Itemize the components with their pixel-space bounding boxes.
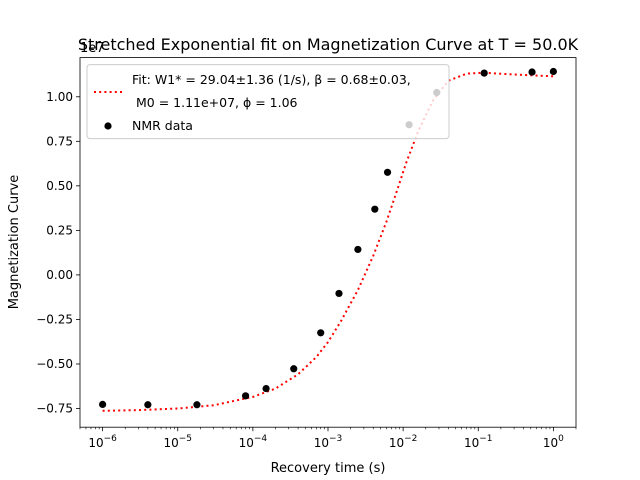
data-point xyxy=(290,365,298,373)
x-tick-label: 10−5 xyxy=(163,434,192,450)
chart-title: Stretched Exponential fit on Magnetizati… xyxy=(78,35,579,54)
fit-curve xyxy=(102,71,554,412)
y-tick-label: 1.00 xyxy=(46,90,73,104)
data-point xyxy=(262,384,270,393)
legend: Fit: W1* = 29.04±1.36 (1/s), β = 0.68±0.… xyxy=(86,64,450,140)
data-point xyxy=(317,329,325,337)
data-point xyxy=(549,67,557,76)
data-point xyxy=(193,401,201,409)
y-tick-label: 0.75 xyxy=(46,134,73,148)
legend-fit-label-line2: M0 = 1.11e+07, ϕ = 1.06 xyxy=(136,95,298,110)
x-tick-label: 10−6 xyxy=(88,434,117,450)
data-point xyxy=(335,289,343,298)
x-tick-label: 10−4 xyxy=(239,434,268,450)
data-point xyxy=(383,168,392,176)
legend-data-label: NMR data xyxy=(132,118,193,133)
y-tick-label: 0.25 xyxy=(46,223,73,237)
data-point xyxy=(99,400,107,409)
data-point xyxy=(241,392,250,400)
y-tick-label: 0.50 xyxy=(46,179,73,193)
y-tick-label: −0.50 xyxy=(36,357,73,371)
x-tick-label: 10−3 xyxy=(314,434,343,450)
legend-data-marker xyxy=(104,122,112,130)
y-tick-label: −0.75 xyxy=(36,401,73,415)
x-tick-label: 100 xyxy=(543,434,564,450)
x-tick-label: 10−1 xyxy=(464,434,493,450)
x-axis: 10−6 10−5 10−4 10−3 10−2 10−1 100 xyxy=(79,427,577,450)
legend-box xyxy=(86,64,450,140)
x-tick-label: 10−2 xyxy=(389,434,418,450)
y-tick-label: 0.00 xyxy=(46,268,73,282)
y-offset-text: 1e7 xyxy=(80,41,105,56)
data-point xyxy=(354,245,362,254)
data-point xyxy=(480,69,488,77)
x-axis-label: Recovery time (s) xyxy=(271,461,386,476)
legend-fit-label-line1: Fit: W1* = 29.04±1.36 (1/s), β = 0.68±0.… xyxy=(132,72,411,87)
y-axis-label: Magnetization Curve xyxy=(7,175,22,310)
data-point xyxy=(371,205,379,213)
y-tick-label: −0.25 xyxy=(36,312,73,326)
data-point xyxy=(144,401,152,409)
y-axis: −0.75 −0.50 −0.25 0.00 0.25 0.50 0.75 1.00 xyxy=(36,90,80,415)
fit-line xyxy=(102,71,554,412)
data-point xyxy=(528,68,536,76)
